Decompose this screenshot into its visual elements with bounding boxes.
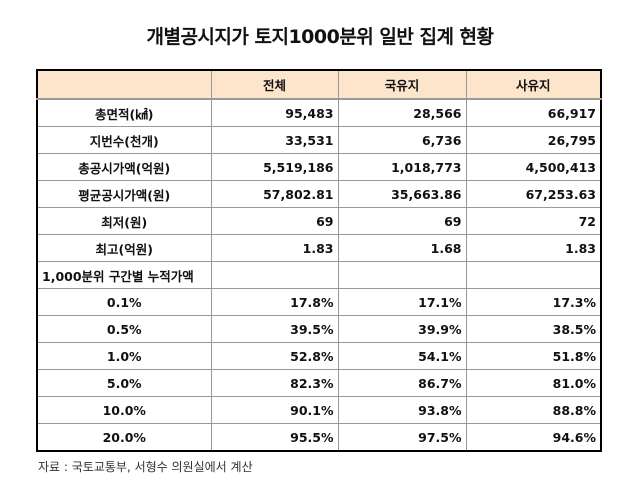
table-cell: 17.1% bbox=[337, 288, 467, 316]
table-cell: 1.68 bbox=[337, 234, 467, 262]
column-header: 전체 bbox=[210, 69, 339, 100]
table-cell: 39.9% bbox=[337, 315, 467, 343]
table-cell: 90.1% bbox=[210, 396, 339, 424]
row-label: 평균공시가액(원) bbox=[36, 180, 212, 208]
table-cell: 26,795 bbox=[465, 126, 602, 154]
table-cell: 4,500,413 bbox=[465, 153, 602, 181]
column-header: 사유지 bbox=[465, 69, 602, 100]
row-label: 총공시가액(억원) bbox=[36, 153, 212, 181]
table-cell: 66,917 bbox=[465, 98, 602, 127]
table-cell: 93.8% bbox=[337, 396, 467, 424]
table-cell: 94.6% bbox=[465, 423, 602, 452]
row-label: 5.0% bbox=[36, 369, 212, 397]
row-label: 10.0% bbox=[36, 396, 212, 424]
row-label: 1.0% bbox=[36, 342, 212, 370]
table-cell: 1,018,773 bbox=[337, 153, 467, 181]
table-cell: 6,736 bbox=[337, 126, 467, 154]
table-cell: 35,663.86 bbox=[337, 180, 467, 208]
table-row: 총면적(㎢) 95,483 28,566 66,917 bbox=[36, 98, 602, 127]
table-cell: 67,253.63 bbox=[465, 180, 602, 208]
column-header: 국유지 bbox=[337, 69, 467, 100]
row-label: 20.0% bbox=[36, 423, 212, 452]
table-cell: 72 bbox=[465, 207, 602, 235]
row-label: 지번수(천개) bbox=[36, 126, 212, 154]
table-row: 최고(억원) 1.83 1.68 1.83 bbox=[36, 234, 602, 262]
table-cell: 88.8% bbox=[465, 396, 602, 424]
table-cell bbox=[465, 261, 602, 289]
table-row: 평균공시가액(원) 57,802.81 35,663.86 67,253.63 bbox=[36, 180, 602, 208]
row-label: 최고(억원) bbox=[36, 234, 212, 262]
table-cell: 57,802.81 bbox=[210, 180, 339, 208]
table-row: 0.5% 39.5% 39.9% 38.5% bbox=[36, 315, 602, 343]
table-cell: 69 bbox=[210, 207, 339, 235]
column-header bbox=[36, 69, 212, 100]
table-cell bbox=[210, 261, 339, 289]
header-row: 전체 국유지 사유지 bbox=[36, 69, 602, 100]
table-row: 지번수(천개) 33,531 6,736 26,795 bbox=[36, 126, 602, 154]
table-cell: 97.5% bbox=[337, 423, 467, 452]
row-label: 총면적(㎢) bbox=[36, 98, 212, 127]
table-cell: 81.0% bbox=[465, 369, 602, 397]
table-row: 0.1% 17.8% 17.1% 17.3% bbox=[36, 288, 602, 316]
summary-table: 전체 국유지 사유지 총면적(㎢) 95,483 28,566 66,917 지번수(천… bbox=[36, 69, 602, 452]
table-cell: 54.1% bbox=[337, 342, 467, 370]
table-row: 5.0% 82.3% 86.7% 81.0% bbox=[36, 369, 602, 397]
table-cell: 86.7% bbox=[337, 369, 467, 397]
table-cell: 69 bbox=[337, 207, 467, 235]
table-cell: 52.8% bbox=[210, 342, 339, 370]
table-cell: 51.8% bbox=[465, 342, 602, 370]
table-cell: 28,566 bbox=[337, 98, 467, 127]
table-cell: 95,483 bbox=[210, 98, 339, 127]
table-row: 20.0% 95.5% 97.5% 94.6% bbox=[36, 423, 602, 452]
source-note: 자료 : 국토교통부, 서형수 의원실에서 계산 bbox=[38, 460, 253, 474]
table-row: 1.0% 52.8% 54.1% 51.8% bbox=[36, 342, 602, 370]
table-row: 총공시가액(억원) 5,519,186 1,018,773 4,500,413 bbox=[36, 153, 602, 181]
table-row: 최저(원) 69 69 72 bbox=[36, 207, 602, 235]
table-cell: 33,531 bbox=[210, 126, 339, 154]
row-label: 최저(원) bbox=[36, 207, 212, 235]
table-cell: 17.3% bbox=[465, 288, 602, 316]
table-cell: 38.5% bbox=[465, 315, 602, 343]
table-row: 10.0% 90.1% 93.8% 88.8% bbox=[36, 396, 602, 424]
row-label: 0.5% bbox=[36, 315, 212, 343]
table-cell: 1.83 bbox=[465, 234, 602, 262]
table-cell: 5,519,186 bbox=[210, 153, 339, 181]
table-cell bbox=[337, 261, 467, 289]
table-cell: 39.5% bbox=[210, 315, 339, 343]
row-label: 1,000분위 구간별 누적가액 bbox=[36, 261, 212, 289]
table-cell: 1.83 bbox=[210, 234, 339, 262]
row-label: 0.1% bbox=[36, 288, 212, 316]
table-row: 1,000분위 구간별 누적가액 bbox=[36, 261, 602, 289]
table-cell: 95.5% bbox=[210, 423, 339, 452]
table-cell: 17.8% bbox=[210, 288, 339, 316]
page-title: 개별공시지가 토지1000분위 일반 집계 현황 bbox=[146, 26, 494, 48]
table-cell: 82.3% bbox=[210, 369, 339, 397]
